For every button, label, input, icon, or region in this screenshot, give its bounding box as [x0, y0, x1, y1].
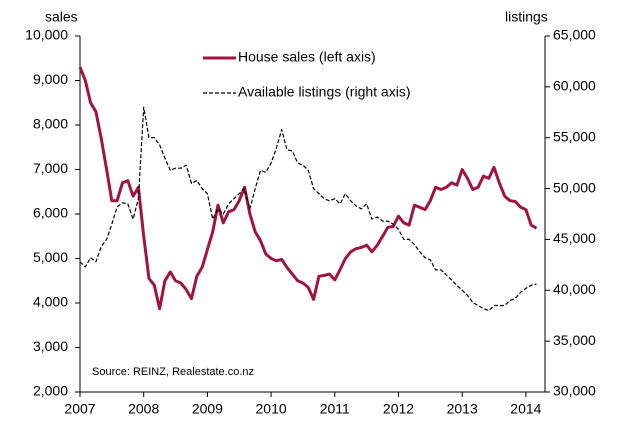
y2-tick-label: 50,000	[553, 179, 596, 195]
source-note: Source: REINZ, Realestate.co.nz	[92, 366, 254, 378]
x-tick-label: 2009	[192, 401, 223, 417]
y-tick-label: 3,000	[33, 338, 68, 354]
x-tick-label: 2008	[128, 401, 159, 417]
y2-tick-label: 55,000	[553, 128, 596, 144]
y-tick-label: 6,000	[33, 205, 68, 221]
y2-tick-label: 45,000	[553, 230, 596, 246]
y-tick-label: 7,000	[33, 160, 68, 176]
legend-label: House sales (left axis)	[238, 49, 376, 65]
series-line	[79, 106, 537, 312]
y2-tick-label: 60,000	[553, 78, 596, 94]
y2-tick-label: 30,000	[553, 383, 596, 399]
y-axis-label: sales	[45, 9, 78, 25]
legend-label: Available listings (right axis)	[238, 84, 410, 100]
y-tick-label: 8,000	[33, 116, 68, 132]
x-tick-label: 2007	[64, 401, 95, 417]
y2-tick-label: 35,000	[553, 332, 596, 348]
y2-tick-label: 65,000	[553, 27, 596, 43]
x-tick-label: 2011	[320, 401, 350, 417]
x-tick-label: 2013	[447, 401, 478, 417]
y-tick-label: 5,000	[33, 249, 68, 265]
y-tick-label: 9,000	[33, 71, 68, 87]
y2-axis-label: listings	[505, 9, 548, 25]
x-tick-label: 2010	[256, 401, 287, 417]
y-tick-label: 10,000	[25, 27, 68, 43]
x-tick-label: 2014	[510, 401, 541, 417]
y-tick-label: 2,000	[33, 383, 68, 399]
series-line	[78, 66, 538, 311]
y-tick-label: 4,000	[33, 294, 68, 310]
x-tick-label: 2012	[383, 401, 414, 417]
y2-tick-label: 40,000	[553, 281, 596, 297]
